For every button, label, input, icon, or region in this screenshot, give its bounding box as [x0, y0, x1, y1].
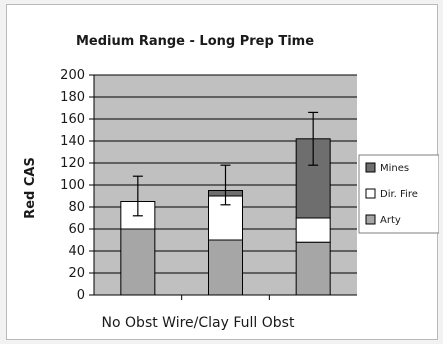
y-tick-label: 80: [68, 200, 85, 215]
bar-segment: [295, 217, 331, 243]
chart-svg: Medium Range - Long Prep Time Red CAS 0 2…: [23, 34, 439, 331]
y-tick-label: 140: [60, 134, 85, 149]
y-tick-label: 180: [60, 90, 85, 105]
axis-layer: 0 20 40 60 80 100 120 140 160 180 200: [60, 68, 357, 303]
y-tick-label: 160: [60, 112, 85, 127]
bar-segment: [208, 239, 243, 296]
y-tick-label: 20: [68, 266, 85, 281]
legend-swatch: [365, 188, 376, 199]
x-category-labels: No Obst Wire/Clay Full Obst: [102, 315, 295, 331]
y-tick-label: 0: [77, 288, 85, 303]
y-axis-label: Red CAS: [23, 157, 38, 219]
y-tick-label: 100: [60, 178, 85, 193]
error-bars-layer: [132, 111, 319, 217]
chart-frame: Medium Range - Long Prep Time Red CAS 0 2…: [6, 4, 439, 340]
legend-label: Dir. Fire: [380, 189, 418, 200]
legend-swatch: [365, 162, 376, 173]
legend-label: Mines: [380, 163, 409, 174]
chart-title: Medium Range - Long Prep Time: [76, 34, 314, 49]
bar-segment: [120, 228, 156, 296]
legend: Mines Dir. Fire Arty: [358, 154, 439, 234]
y-tick-label: 120: [60, 156, 85, 171]
y-tick-label: 40: [68, 244, 85, 259]
legend-swatch: [365, 214, 376, 225]
bar-segment: [295, 241, 331, 296]
legend-label: Arty: [380, 215, 401, 226]
y-tick-label: 60: [68, 222, 85, 237]
y-tick-label: 200: [60, 68, 85, 83]
